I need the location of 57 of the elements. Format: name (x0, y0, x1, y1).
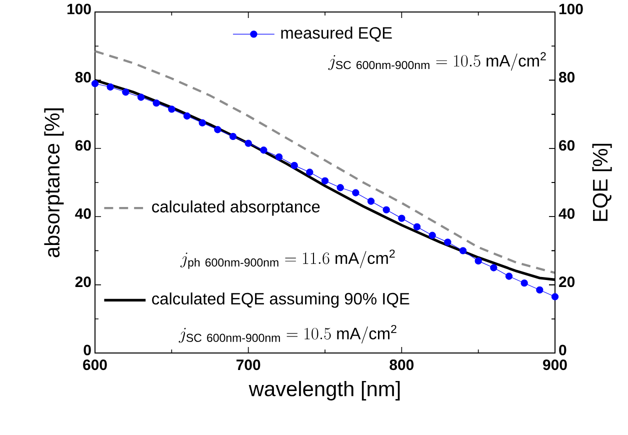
point (505, 272, 513, 280)
y-tick-label: 40 (75, 208, 91, 219)
y2-tick-label: 20 (559, 276, 575, 288)
y2-tick-label: 0 (559, 344, 566, 356)
y2-tick-label: 60 (559, 140, 575, 151)
y2-tick-label: 40 (558, 208, 575, 219)
line-series (94, 50, 556, 274)
y-tick-label: 100 (67, 4, 91, 14)
point (137, 94, 145, 101)
y-tick-label: 0 (84, 344, 91, 356)
point (183, 112, 191, 120)
point (459, 247, 467, 254)
x-tick-label: 600 (83, 360, 107, 370)
point (214, 126, 222, 134)
point (520, 280, 528, 287)
annotation: $j_{\mathrm{ph\ 600nm\text{-}900nm}} = 11.6\ \mathrm{mA/cm^{2}}$ (180, 250, 395, 269)
y2-tick-label: 80 (558, 72, 575, 82)
x-tick-label: 700 (236, 360, 260, 370)
legend-label: calculated absorptance (152, 200, 320, 216)
point (260, 146, 268, 154)
point (367, 198, 375, 205)
point (398, 214, 406, 222)
point (321, 177, 329, 184)
point (474, 257, 482, 265)
x-tick-label: 900 (543, 360, 567, 370)
annotation: $j_{\mathrm{SC\ 600nm\text{-}900nm}} = 10.5\ \mathrm{mA/cm^{2}}$ (328, 52, 546, 71)
annotation: $j_{\mathrm{SC\ 600nm\text{-}900nm}} = 10.5\ \mathrm{mA/cm^{2}}$ (178, 324, 396, 344)
point (244, 140, 252, 147)
y2-axis-title: EQE [%] (592, 144, 612, 221)
x-axis-title: wavelength [nm] (248, 380, 400, 400)
point (275, 153, 283, 161)
point (122, 88, 130, 96)
x-tick-label: 800 (390, 360, 414, 370)
point (91, 80, 99, 88)
point (168, 106, 176, 113)
point (352, 189, 360, 196)
point (444, 238, 452, 246)
point (428, 232, 436, 239)
point (198, 119, 206, 126)
point (551, 293, 559, 300)
legend-label: measured EQE (281, 26, 392, 42)
point (382, 206, 390, 214)
y-tick-label: 20 (75, 276, 91, 288)
point (413, 223, 421, 230)
point (152, 99, 160, 107)
point (536, 286, 544, 294)
point (490, 264, 498, 272)
y-tick-label: 60 (75, 140, 91, 151)
y-axis-title: absorptance [%] (44, 108, 64, 258)
y2-tick-label: 100 (559, 4, 583, 14)
y-tick-label: 80 (75, 72, 91, 82)
point (306, 168, 314, 176)
point (229, 132, 237, 140)
point (290, 162, 298, 170)
legend-label: calculated EQE assuming 90% IQE (152, 292, 410, 308)
point (106, 83, 114, 91)
point (336, 184, 344, 192)
